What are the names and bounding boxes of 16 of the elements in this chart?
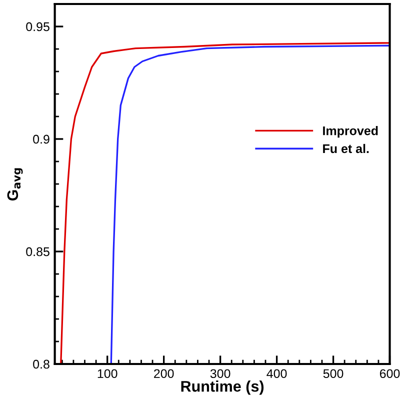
x-tick-label: 200 xyxy=(154,369,174,378)
legend-label: Fu et al. xyxy=(323,144,369,154)
x-tick-label: 300 xyxy=(210,369,230,378)
x-axis-title: Runtime (s) xyxy=(181,380,264,395)
y-axis-title: G$_{avg}$ xyxy=(7,168,23,201)
y-tick-label: 0.9 xyxy=(33,134,50,144)
x-tick-label: 500 xyxy=(323,369,344,378)
x-tick-label: 100 xyxy=(98,369,118,378)
line-series xyxy=(60,42,390,364)
legend-label: Improved xyxy=(323,126,378,138)
x-tick-label: 400 xyxy=(266,369,287,378)
y-tick-label: 0.8 xyxy=(33,360,50,369)
y-tick-label: 0.95 xyxy=(26,22,50,32)
line-series xyxy=(110,44,390,364)
y-tick-label: 0.85 xyxy=(26,247,50,256)
x-tick-label: 600 xyxy=(380,369,400,378)
